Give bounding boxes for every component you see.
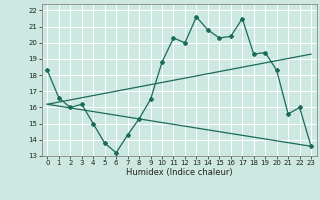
X-axis label: Humidex (Indice chaleur): Humidex (Indice chaleur) — [126, 168, 233, 177]
